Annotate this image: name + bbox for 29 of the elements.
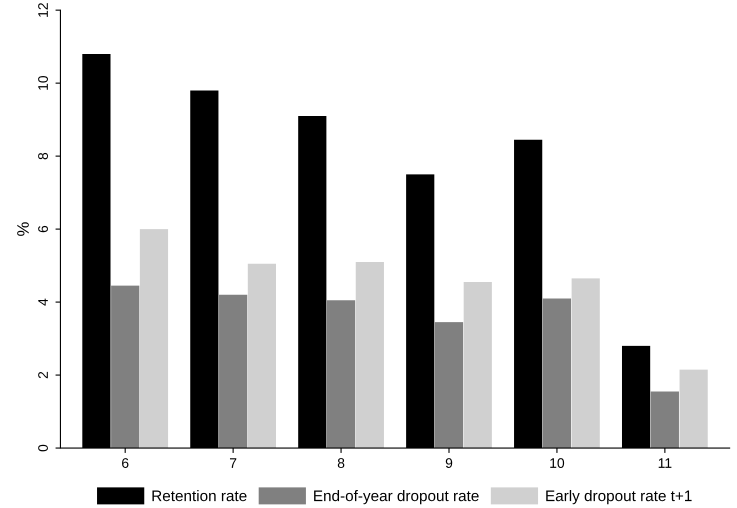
y-tick-label: 12	[38, 3, 48, 17]
bar	[111, 286, 140, 448]
x-tick-label: 8	[338, 458, 344, 468]
bar	[464, 282, 492, 448]
x-tick-label: 7	[230, 458, 236, 468]
bar	[542, 298, 572, 448]
bar	[326, 300, 356, 448]
bar	[650, 391, 679, 448]
bar	[680, 370, 708, 448]
y-tick-label: 10	[38, 76, 48, 90]
y-axis-title: %	[17, 222, 29, 236]
bar	[434, 322, 464, 448]
x-tick-label: 11	[658, 458, 672, 468]
bar	[219, 294, 248, 448]
legend-label: Early dropout rate t+1	[546, 490, 692, 504]
bar	[356, 262, 384, 448]
bar	[572, 278, 600, 448]
y-tick-label: 0	[38, 444, 48, 452]
x-tick-label: 10	[550, 458, 564, 468]
y-tick-label: 2	[38, 372, 48, 378]
bar	[248, 264, 276, 448]
x-tick-label: 6	[122, 458, 128, 468]
y-tick-label: 4	[38, 298, 48, 306]
y-tick-label: 8	[38, 152, 48, 160]
legend-label: Retention rate	[152, 490, 246, 502]
y-tick-label: 6	[38, 226, 48, 232]
bar	[140, 229, 168, 448]
x-tick-label: 9	[446, 458, 452, 468]
legend-label: End-of-year dropout rate	[314, 490, 479, 504]
